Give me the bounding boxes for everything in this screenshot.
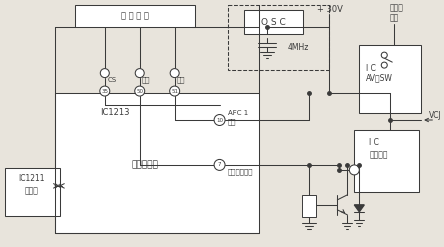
Bar	[228, 5, 329, 70]
Text: 输入: 输入	[228, 119, 236, 125]
Circle shape	[170, 86, 180, 96]
Polygon shape	[354, 205, 364, 212]
Circle shape	[135, 69, 144, 78]
Bar	[75, 5, 194, 27]
Text: 的视频: 的视频	[389, 4, 403, 13]
Text: 4MHz: 4MHz	[287, 43, 309, 52]
Bar	[5, 168, 60, 216]
Text: 数据: 数据	[142, 77, 150, 83]
Text: 信号: 信号	[389, 14, 399, 23]
Text: 微电脑电路: 微电脑电路	[131, 160, 158, 169]
Circle shape	[214, 115, 225, 125]
Bar	[243, 10, 303, 34]
Circle shape	[170, 69, 179, 78]
Text: IC1211: IC1211	[19, 174, 45, 183]
Bar	[55, 93, 259, 233]
Circle shape	[214, 159, 225, 170]
Circle shape	[100, 69, 109, 78]
Text: 50: 50	[136, 89, 143, 94]
Bar	[302, 195, 317, 217]
Text: 35: 35	[101, 89, 108, 94]
Text: AFC 1: AFC 1	[228, 110, 248, 116]
Text: 数 据 门 锁: 数 据 门 锁	[121, 12, 149, 21]
Circle shape	[381, 52, 387, 58]
Text: IC1213: IC1213	[100, 107, 129, 117]
Circle shape	[135, 86, 145, 96]
Circle shape	[100, 86, 110, 96]
Text: CS: CS	[108, 77, 117, 83]
Text: 51: 51	[171, 89, 178, 94]
Circle shape	[381, 62, 387, 68]
Text: O S C: O S C	[261, 18, 286, 27]
Text: 时钟: 时钟	[177, 77, 185, 83]
Text: 噪声探查: 噪声探查	[369, 150, 388, 160]
Bar	[354, 130, 419, 192]
Text: AV－SW: AV－SW	[366, 74, 393, 82]
Text: I C: I C	[369, 139, 379, 147]
Text: 存储器: 存储器	[25, 186, 39, 195]
Text: ⇔: ⇔	[54, 181, 62, 191]
Bar	[359, 45, 421, 113]
Text: 视频同步信号: 视频同步信号	[228, 169, 253, 175]
Text: + 30V: + 30V	[317, 5, 343, 14]
Text: 10: 10	[216, 118, 223, 123]
Text: VCJ: VCJ	[429, 110, 442, 120]
Text: 7: 7	[218, 163, 221, 167]
Circle shape	[349, 165, 359, 175]
Text: I C: I C	[366, 64, 376, 73]
